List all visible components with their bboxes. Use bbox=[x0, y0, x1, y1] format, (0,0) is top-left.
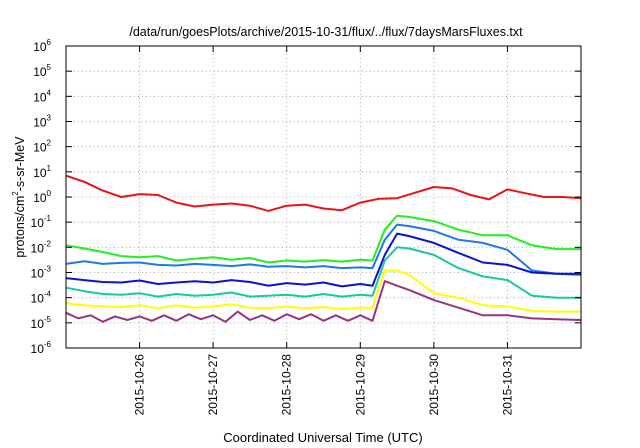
y-tick-label: 10-3 bbox=[31, 265, 52, 281]
x-axis: 2015-10-26 2015-10-27 2015-10-28 2015-10-29… bbox=[133, 46, 514, 416]
y-axis-label: protons/cm2-s-sr-MeV bbox=[11, 136, 27, 258]
y-tick-label: 10-2 bbox=[31, 239, 52, 255]
y-tick-label: 10-5 bbox=[31, 315, 52, 331]
y-tick-label: 100 bbox=[33, 189, 51, 205]
x-tick-label: 2015-10-30 bbox=[427, 354, 441, 416]
y-tick-label: 103 bbox=[33, 114, 51, 130]
series-line bbox=[65, 223, 582, 276]
y-tick-label: 101 bbox=[33, 164, 51, 180]
x-tick-label: 2015-10-27 bbox=[206, 354, 220, 416]
y-tick-label: 10-4 bbox=[31, 290, 52, 306]
series-line bbox=[65, 232, 581, 288]
y-tick-label: 102 bbox=[33, 139, 51, 155]
x-axis-label: Coordinated Universal Time (UTC) bbox=[223, 430, 422, 445]
series-line bbox=[65, 280, 582, 323]
y-tick-label: 10-1 bbox=[31, 214, 52, 230]
x-tick-label: 2015-10-29 bbox=[353, 354, 367, 416]
x-tick-label: 2015-10-31 bbox=[500, 354, 514, 416]
series-line bbox=[65, 174, 582, 212]
y-tick-label: 104 bbox=[33, 88, 51, 104]
chart-title: /data/run/goesPlots/archive/2015-10-31/f… bbox=[129, 25, 523, 39]
y-tick-label: 106 bbox=[33, 38, 51, 54]
series-layer bbox=[65, 174, 582, 323]
y-tick-label: 10-6 bbox=[31, 340, 52, 356]
plot-frame bbox=[65, 45, 582, 349]
series-line bbox=[65, 269, 581, 313]
y-axis: 10-6 10-5 10-4 10-3 10-2 10-1 100 101 102 103 104 1… bbox=[31, 38, 581, 356]
series-line bbox=[65, 214, 581, 264]
grid bbox=[66, 46, 581, 348]
series-line bbox=[65, 246, 581, 299]
x-tick-label: 2015-10-28 bbox=[280, 354, 294, 416]
y-tick-label: 105 bbox=[33, 63, 51, 79]
x-tick-label: 2015-10-26 bbox=[133, 354, 147, 416]
